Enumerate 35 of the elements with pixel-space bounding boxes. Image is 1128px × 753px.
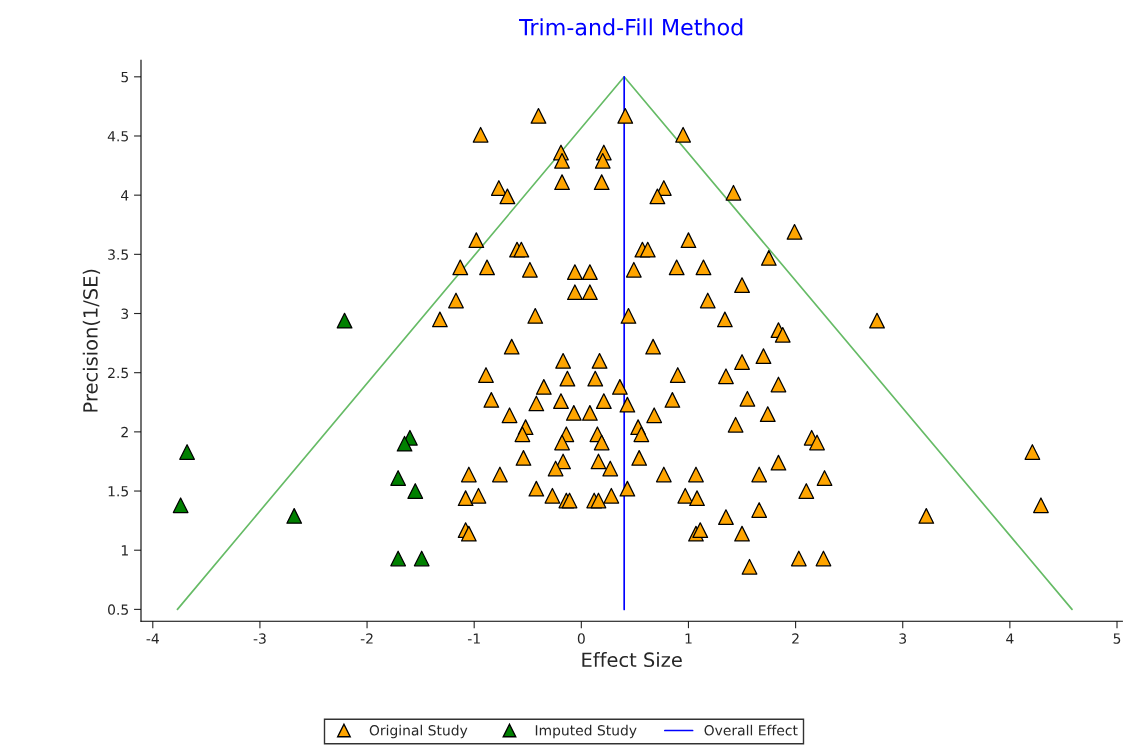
x-tick-label: -3 bbox=[253, 633, 266, 644]
x-tick-label: -4 bbox=[146, 633, 159, 644]
legend-label: Overall Effect bbox=[704, 724, 798, 736]
y-tick-label: 2.5 bbox=[108, 367, 128, 379]
y-tick-label: 1.5 bbox=[108, 486, 128, 497]
point bbox=[390, 550, 407, 567]
x-tick-label: 4 bbox=[1006, 633, 1014, 644]
x-tick-label: 2 bbox=[792, 633, 799, 644]
point bbox=[179, 444, 195, 460]
point bbox=[390, 470, 407, 486]
x-tick-label: 3 bbox=[899, 633, 907, 644]
point bbox=[286, 507, 303, 524]
x-tick-label: 1 bbox=[685, 633, 692, 644]
y-axis-title: Precision(1/SE) bbox=[82, 269, 101, 412]
y-tick-label: 3 bbox=[121, 308, 129, 319]
x-tick-label: 5 bbox=[1113, 633, 1121, 644]
x-tick-label: -2 bbox=[360, 633, 373, 644]
x-tick-label: -1 bbox=[467, 633, 480, 644]
point bbox=[413, 550, 430, 567]
y-tick-label: 4 bbox=[121, 190, 129, 201]
y-tick-label: 1 bbox=[121, 545, 128, 556]
y-tick-label: 4.5 bbox=[107, 131, 128, 142]
point bbox=[172, 497, 189, 514]
legend-label: Imputed Study bbox=[535, 724, 637, 739]
x-tick-label: 0 bbox=[577, 633, 585, 644]
y-tick-label: 2 bbox=[121, 426, 128, 438]
x-axis-title: Effect Size bbox=[582, 652, 682, 668]
point bbox=[407, 483, 424, 499]
y-tick-label: 5 bbox=[121, 71, 128, 83]
point bbox=[336, 312, 353, 329]
chart-title: Trim-and-Fill Method bbox=[519, 18, 743, 36]
legend-label: Original Study bbox=[369, 724, 468, 739]
y-tick-label: 0.5 bbox=[108, 604, 128, 615]
y-tick-label: 3.5 bbox=[108, 249, 128, 260]
point bbox=[396, 435, 413, 452]
